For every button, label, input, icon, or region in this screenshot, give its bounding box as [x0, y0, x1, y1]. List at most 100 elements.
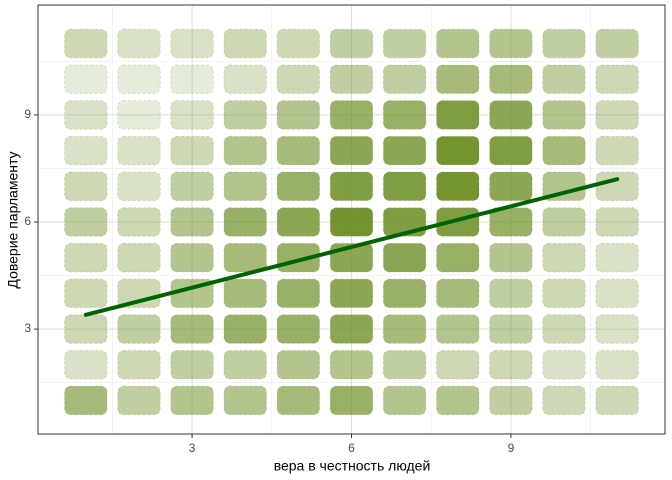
y-tick-label: 6 — [24, 214, 31, 228]
point-cluster — [223, 64, 267, 95]
point-cluster — [382, 135, 427, 166]
point-cluster — [64, 64, 108, 95]
point-cluster — [489, 64, 533, 95]
point-cluster — [223, 278, 267, 309]
point-cluster — [489, 100, 533, 130]
point-cluster — [542, 385, 586, 416]
point-cluster — [276, 64, 321, 95]
y-tick-label: 3 — [24, 321, 31, 335]
point-cluster — [223, 349, 267, 380]
point-cluster — [489, 135, 533, 166]
point-cluster — [223, 171, 267, 202]
point-cluster — [595, 100, 639, 130]
point-cluster — [64, 349, 108, 380]
points — [64, 28, 639, 416]
point-cluster — [436, 314, 480, 344]
point-cluster — [595, 207, 639, 237]
point-cluster — [382, 100, 427, 130]
point-cluster — [329, 135, 374, 166]
point-cluster — [223, 314, 267, 344]
point-cluster — [276, 100, 321, 130]
point-cluster — [223, 385, 267, 416]
x-tick-label: 6 — [348, 441, 355, 455]
point-cluster — [489, 278, 533, 309]
point-cluster — [64, 242, 108, 273]
point-cluster — [595, 385, 639, 416]
point-cluster — [117, 28, 161, 59]
point-cluster — [170, 242, 214, 273]
point-cluster — [276, 135, 321, 166]
point-cluster — [276, 207, 321, 237]
point-cluster — [170, 28, 214, 59]
point-cluster — [542, 207, 586, 237]
point-cluster — [489, 171, 533, 202]
point-cluster — [489, 349, 533, 380]
point-cluster — [382, 28, 427, 59]
point-cluster — [436, 207, 480, 237]
point-cluster — [542, 278, 586, 309]
point-cluster — [117, 64, 161, 95]
point-cluster — [436, 64, 480, 95]
point-cluster — [489, 385, 533, 416]
point-cluster — [64, 100, 108, 130]
point-cluster — [117, 349, 161, 380]
point-cluster — [436, 385, 480, 416]
point-cluster — [489, 242, 533, 273]
point-cluster — [64, 385, 108, 416]
point-cluster — [329, 207, 374, 237]
point-cluster — [170, 385, 214, 416]
point-cluster — [595, 171, 639, 202]
point-cluster — [170, 349, 214, 380]
x-axis-title: вера в честность людей — [274, 458, 431, 474]
point-cluster — [276, 171, 321, 202]
point-cluster — [436, 349, 480, 380]
point-cluster — [542, 242, 586, 273]
point-cluster — [542, 349, 586, 380]
point-cluster — [436, 28, 480, 59]
point-cluster — [489, 28, 533, 59]
y-tick-label: 9 — [24, 107, 31, 121]
point-cluster — [595, 349, 639, 380]
point-cluster — [170, 135, 214, 166]
point-cluster — [117, 135, 161, 166]
point-cluster — [329, 314, 374, 344]
point-cluster — [382, 385, 427, 416]
point-cluster — [117, 171, 161, 202]
point-cluster — [64, 314, 108, 344]
point-cluster — [170, 171, 214, 202]
point-cluster — [436, 100, 480, 130]
point-cluster — [117, 385, 161, 416]
point-cluster — [64, 171, 108, 202]
point-cluster — [329, 278, 374, 309]
point-cluster — [595, 242, 639, 273]
point-cluster — [223, 28, 267, 59]
point-cluster — [489, 314, 533, 344]
point-cluster — [170, 64, 214, 95]
point-cluster — [329, 171, 374, 202]
point-cluster — [595, 64, 639, 95]
y-axis-title: Доверие парламенту — [5, 151, 21, 288]
point-cluster — [382, 278, 427, 309]
point-cluster — [382, 349, 427, 380]
point-cluster — [329, 385, 374, 416]
point-cluster — [329, 64, 374, 95]
point-cluster — [64, 135, 108, 166]
point-cluster — [117, 207, 161, 237]
point-cluster — [276, 314, 321, 344]
point-cluster — [542, 28, 586, 59]
point-cluster — [276, 385, 321, 416]
point-cluster — [276, 28, 321, 59]
point-cluster — [223, 135, 267, 166]
point-cluster — [64, 207, 108, 237]
point-cluster — [382, 64, 427, 95]
point-cluster — [382, 242, 427, 273]
point-cluster — [276, 349, 321, 380]
point-cluster — [436, 171, 480, 202]
point-cluster — [117, 242, 161, 273]
point-cluster — [276, 278, 321, 309]
point-cluster — [223, 100, 267, 130]
point-cluster — [436, 242, 480, 273]
point-cluster — [542, 135, 586, 166]
point-cluster — [542, 314, 586, 344]
point-cluster — [436, 135, 480, 166]
